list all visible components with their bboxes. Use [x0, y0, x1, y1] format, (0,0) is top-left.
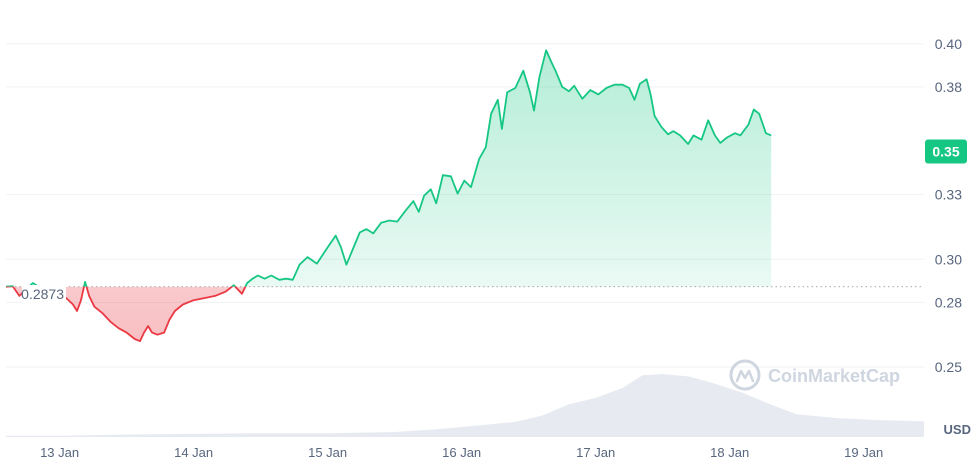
y-tick-label: 0.25	[935, 359, 962, 375]
y-tick-label: 0.30	[935, 251, 962, 267]
baseline-label-bg	[22, 285, 66, 303]
x-tick-label: 15 Jan	[308, 445, 347, 460]
y-tick-label: 0.40	[935, 36, 962, 52]
watermark-text: CoinMarketCap	[768, 366, 900, 386]
current-price-value: 0.35	[932, 144, 959, 160]
current-price-badge: 0.35	[925, 139, 967, 164]
x-tick-label: 17 Jan	[576, 445, 615, 460]
x-tick-label: 19 Jan	[844, 445, 883, 460]
x-tick-label: 14 Jan	[174, 445, 213, 460]
coinmarketcap-logo-icon	[729, 359, 761, 391]
volume-fill	[6, 374, 924, 437]
coinmarketcap-watermark: CoinMarketCap	[729, 359, 900, 391]
baseline-value: 0.2873	[21, 286, 64, 302]
y-tick-label: 0.33	[935, 187, 962, 203]
volume-area	[6, 374, 924, 437]
baseline-label: 0.2873	[21, 285, 66, 303]
area-fill-above-baseline	[6, 50, 772, 287]
price-line-below-baseline	[5, 286, 247, 343]
price-area-fill	[6, 50, 772, 342]
price-series-line	[5, 49, 772, 343]
x-tick-label: 18 Jan	[710, 445, 749, 460]
current-price-badge-bg	[925, 139, 967, 164]
y-tick-label: 0.38	[935, 79, 962, 95]
currency-unit-label: USD	[944, 422, 971, 437]
y-axis: 0.40 0.38 0.33 0.30 0.28 0.25	[935, 36, 962, 375]
price-line-above-baseline	[5, 49, 772, 287]
x-tick-label: 13 Jan	[40, 445, 79, 460]
y-tick-label: 0.28	[935, 294, 962, 310]
x-axis: 13 Jan 14 Jan 15 Jan 16 Jan 17 Jan 18 Jan 19 J…	[40, 445, 883, 460]
x-tick-label: 16 Jan	[442, 445, 481, 460]
